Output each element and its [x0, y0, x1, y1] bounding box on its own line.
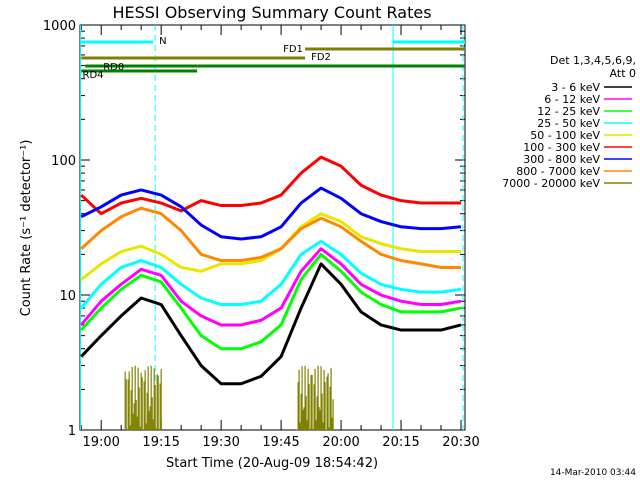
x-tick-label: 20:30 [442, 435, 479, 450]
footer-timestamp: 14-Mar-2010 03:44 [550, 468, 636, 478]
y-tick-label: 10 [59, 289, 76, 304]
legend-entry-label: 800 - 7000 keV [516, 165, 600, 178]
flag-bar-label: RD0 [103, 62, 124, 73]
series-line-2 [80, 252, 462, 351]
x-tick-label: 20:15 [382, 435, 419, 450]
legend-header: Att 0 [610, 67, 636, 80]
x-tick-label: 20:00 [322, 435, 359, 450]
x-tick-label: 19:45 [262, 435, 299, 450]
y-axis-label: Count Rate (s⁻¹ detector⁻¹) [19, 140, 34, 317]
y-tick-label: 1 [68, 424, 76, 439]
y-tick-label: 1000 [43, 19, 76, 34]
legend-entry-label: 7000 - 20000 keV [502, 177, 600, 190]
series-line-6 [80, 186, 462, 241]
plot-area: 1 10 100 1000 19:00 19:15 19:30 19:45 20:00 20:15… [43, 19, 480, 450]
x-tick-label: 19:30 [202, 435, 239, 450]
series-line-3 [80, 239, 462, 310]
plot-frame [79, 24, 466, 431]
flag-bar-label: N [159, 36, 166, 47]
series-line-5 [80, 155, 462, 216]
chart-title: HESSI Observing Summary Count Rates [112, 3, 431, 22]
legend-entry-label: 6 - 12 keV [544, 93, 600, 106]
x-axis-label: Start Time (20-Aug-09 18:54:42) [166, 456, 378, 471]
series-line-1 [80, 247, 462, 327]
x-tick-label: 19:15 [142, 435, 179, 450]
series-line-7 [80, 206, 462, 269]
legend-entry-label: 25 - 50 keV [537, 117, 600, 130]
legend-header: Det 1,3,4,5,6,9, [550, 54, 636, 67]
flag-bar-label: FD2 [311, 52, 331, 63]
legend-entry-label: 3 - 6 keV [551, 81, 600, 94]
flag-bar-label: RD4 [83, 70, 104, 81]
legend-entry-label: 300 - 800 keV [523, 153, 600, 166]
legend-entry-label: 50 - 100 keV [530, 129, 600, 142]
series-line-0 [80, 262, 462, 386]
x-tick-label: 19:00 [82, 435, 119, 450]
flag-bar-label: FD1 [283, 44, 303, 55]
y-tick-label: 100 [51, 154, 76, 169]
legend-entry-label: 12 - 25 keV [537, 105, 600, 118]
legend-entry-label: 100 - 300 keV [523, 141, 600, 154]
